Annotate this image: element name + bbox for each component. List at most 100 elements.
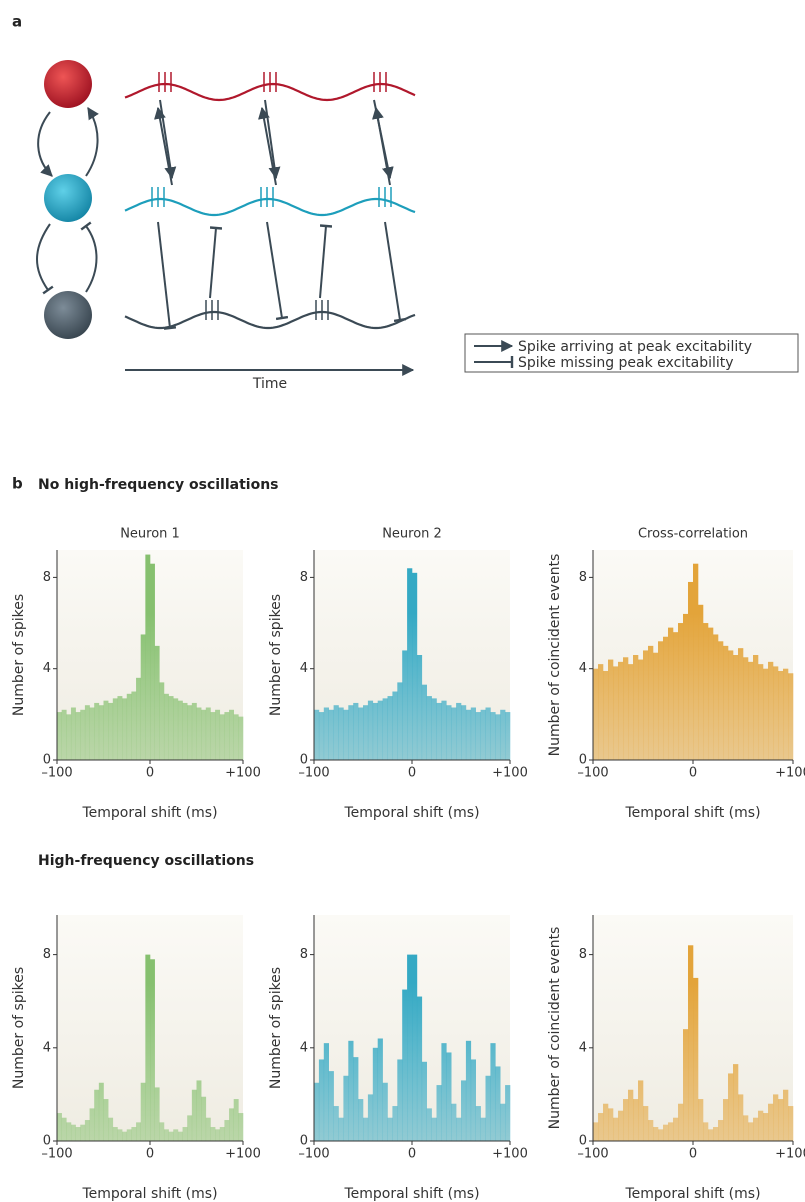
y-tick-label: 0 <box>300 753 308 768</box>
histogram-bar <box>238 716 244 760</box>
histogram-bar <box>191 1089 197 1141</box>
histogram-bar <box>446 1052 452 1141</box>
histogram-bar <box>338 707 344 760</box>
histogram-bar <box>426 1108 432 1141</box>
y-tick-label: 8 <box>300 570 308 585</box>
histogram-bar <box>407 954 413 1141</box>
histogram-bar <box>728 1073 734 1141</box>
connection <box>36 223 54 295</box>
legend-box <box>464 333 799 373</box>
histogram-bar <box>688 945 694 1141</box>
histogram-bar <box>377 700 383 760</box>
histogram-bar <box>367 1094 374 1141</box>
y-tick-label: 8 <box>43 570 51 585</box>
histogram-bar <box>743 1115 749 1141</box>
histogram-bar <box>768 661 774 760</box>
x-axis-label: Temporal shift (ms) <box>343 805 479 821</box>
histogram-bar <box>84 705 90 760</box>
histogram-bar <box>451 1103 457 1141</box>
histogram-bar <box>318 712 325 760</box>
histogram-bar <box>500 709 506 760</box>
histogram-bar <box>678 623 684 760</box>
histogram-bar <box>703 623 709 760</box>
histogram-bar <box>191 702 197 760</box>
histogram-bar <box>703 1122 709 1141</box>
x-tick-label: –100 <box>298 766 329 781</box>
histogram-bar <box>392 691 398 760</box>
histogram-bar <box>117 1129 123 1141</box>
histogram-bar <box>495 1066 501 1141</box>
x-axis-label: Temporal shift (ms) <box>624 805 760 821</box>
histogram-bar <box>412 954 418 1141</box>
histogram-bar <box>643 1106 649 1141</box>
histogram-bar <box>628 1089 634 1141</box>
histogram-bar <box>163 1129 169 1141</box>
spike-path <box>157 221 177 330</box>
histogram-bar <box>372 702 378 760</box>
histogram-bar <box>768 1103 774 1141</box>
histogram-bar <box>140 634 146 760</box>
histogram-bar <box>613 1117 619 1141</box>
x-tick-label: 0 <box>408 766 416 781</box>
neuron-blue <box>44 174 92 222</box>
histogram-bar <box>173 1129 179 1141</box>
histogram-bar <box>603 670 609 760</box>
neuron-red <box>44 60 92 108</box>
y-axis-label: Number of coincident events <box>547 554 563 757</box>
x-tick-label: +100 <box>492 1147 528 1162</box>
chart-title: Cross-correlation <box>638 527 748 542</box>
histogram-bar <box>436 702 442 760</box>
histogram-bar <box>663 636 669 760</box>
histogram-bar <box>733 655 739 760</box>
histogram-bar <box>713 634 719 760</box>
histogram-bar <box>728 650 734 760</box>
histogram-bar <box>763 668 769 760</box>
histogram-bar <box>753 655 759 760</box>
histogram-bar <box>461 1080 467 1141</box>
y-tick-label: 0 <box>43 1134 51 1149</box>
histogram-bar <box>233 1099 239 1141</box>
x-tick-label: –100 <box>41 1147 72 1162</box>
y-tick-label: 8 <box>579 947 587 962</box>
histogram-bar <box>608 1108 614 1141</box>
histogram-bar <box>182 702 188 760</box>
histogram-bar <box>314 1082 320 1141</box>
histogram-bar <box>628 664 634 760</box>
histogram-bar <box>490 1043 496 1141</box>
histogram-bar <box>783 668 789 760</box>
histogram-bar <box>653 1127 659 1141</box>
histogram-bar <box>94 702 100 760</box>
histogram-bar <box>613 666 619 760</box>
wave <box>124 310 416 330</box>
histogram-bar <box>219 1127 225 1141</box>
histogram-bar <box>718 1120 724 1141</box>
histogram-bar <box>238 1113 244 1141</box>
histogram-bar <box>648 645 654 760</box>
histogram-bar <box>778 1099 784 1141</box>
histogram-bar <box>159 682 165 760</box>
y-axis-label: Number of spikes <box>268 594 284 716</box>
spike-path <box>319 224 333 299</box>
histogram-bar <box>145 954 151 1141</box>
histogram-bar <box>323 707 329 760</box>
histogram-bar <box>470 1059 476 1141</box>
histogram-bar <box>773 666 779 760</box>
histogram-bar <box>648 1120 654 1141</box>
x-tick-label: +100 <box>775 766 805 781</box>
histogram-bar <box>233 714 239 760</box>
histogram-bar <box>623 1099 629 1141</box>
histogram-bar <box>98 705 104 760</box>
histogram-bar <box>131 1127 137 1141</box>
histogram-bar <box>57 1113 62 1141</box>
y-tick-label: 0 <box>300 1134 308 1149</box>
y-tick-label: 4 <box>579 1040 587 1055</box>
histogram-bar <box>713 1127 719 1141</box>
histogram-bar <box>323 1043 329 1141</box>
y-tick-label: 4 <box>579 661 587 676</box>
histogram-bar <box>328 1071 334 1141</box>
histogram-bar <box>475 1106 481 1141</box>
histogram-bar <box>103 1099 109 1141</box>
histogram-bar <box>480 709 486 760</box>
histogram-bar <box>80 1124 86 1141</box>
histogram-bar <box>353 702 359 760</box>
